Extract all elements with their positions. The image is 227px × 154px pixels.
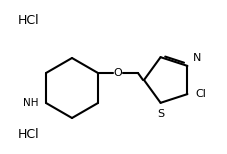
Text: NH: NH <box>22 98 38 108</box>
Text: HCl: HCl <box>18 128 39 140</box>
Text: HCl: HCl <box>18 14 39 26</box>
Text: O: O <box>113 68 122 78</box>
Text: Cl: Cl <box>195 89 205 99</box>
Text: N: N <box>192 53 200 63</box>
Text: S: S <box>156 109 163 119</box>
